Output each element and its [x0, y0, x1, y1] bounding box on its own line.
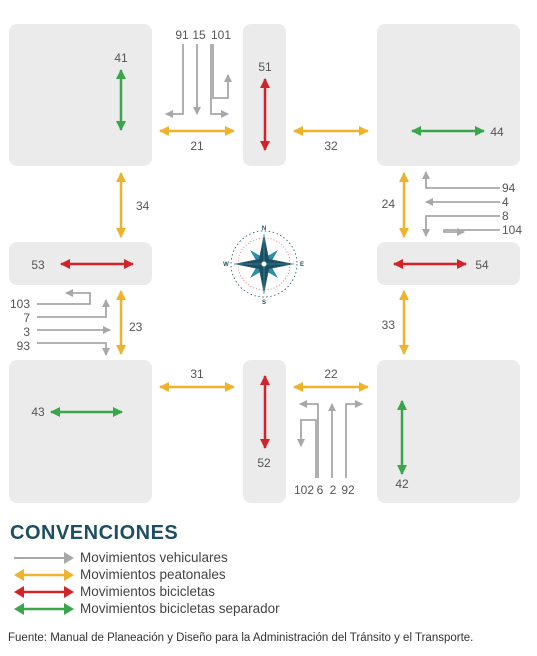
label-102: 102 [294, 483, 314, 497]
label-8: 8 [502, 209, 509, 223]
source-note: Fuente: Manual de Planeación y Diseño pa… [8, 632, 474, 644]
compass-w: W [223, 262, 229, 268]
label-24: 24 [382, 197, 396, 211]
veh-arrow-91 [165, 44, 184, 118]
block-sw [9, 360, 152, 503]
label-15: 15 [192, 28, 206, 42]
vehicular-movements [37, 44, 500, 478]
legend-label: Movimientos peatonales [80, 567, 226, 582]
label-51: 51 [258, 60, 272, 74]
pedestrian-arrow-icon [14, 569, 74, 581]
label-101: 101 [211, 28, 231, 42]
legend-item-pedestrian: Movimientos peatonales [14, 567, 414, 585]
legend-item-bicycle: Movimientos bicicletas [14, 584, 414, 602]
compass-n: N [262, 226, 266, 232]
label-44: 44 [490, 125, 504, 139]
label-2: 2 [330, 483, 337, 497]
legend-title: CONVENCIONES [10, 522, 179, 544]
label-103: 103 [10, 297, 30, 311]
label-104: 104 [502, 223, 522, 237]
label-4: 4 [502, 195, 509, 209]
veh-arrow-7 [37, 299, 110, 318]
label-93: 93 [17, 339, 31, 353]
compass-rose: N S E W [223, 226, 304, 306]
label-6: 6 [317, 483, 324, 497]
label-22: 22 [324, 367, 338, 381]
bicycle-separator-arrow-icon [14, 603, 74, 615]
veh-arrow-6 [299, 400, 319, 478]
label-94: 94 [502, 181, 516, 195]
compass-highlight [234, 234, 294, 294]
pedestrian-movements [116, 126, 409, 392]
veh-arrow-8 [422, 215, 500, 237]
label-43: 43 [31, 405, 45, 419]
label-32: 32 [324, 139, 338, 153]
veh-arrow-101-uturn [212, 44, 232, 99]
block-nw [9, 24, 152, 166]
veh-arrow-102 [297, 419, 317, 478]
veh-arrow-93 [37, 342, 110, 356]
label-7: 7 [23, 311, 30, 325]
label-53: 53 [31, 258, 45, 272]
label-21: 21 [190, 139, 204, 153]
veh-arrow-103 [37, 289, 91, 305]
legend-item-bicycle-separator: Movimientos bicicletas separador [14, 601, 414, 619]
compass-s: S [262, 300, 266, 306]
label-34: 34 [136, 199, 150, 213]
label-33: 33 [382, 318, 396, 332]
label-23: 23 [129, 320, 143, 334]
label-3: 3 [23, 325, 30, 339]
veh-arrow-104 [443, 228, 500, 236]
movement-labels: 41 44 43 42 51 52 53 54 21 32 31 22 34 2… [10, 28, 522, 497]
label-42: 42 [395, 477, 409, 491]
compass-ring [230, 230, 298, 298]
label-41: 41 [114, 51, 128, 65]
legend-label: Movimientos vehiculares [80, 550, 228, 565]
bike-movements [60, 78, 467, 449]
block-ne [377, 24, 520, 166]
block-se [377, 360, 520, 503]
compass-center [261, 261, 267, 267]
bike-separator-movements [50, 69, 485, 475]
veh-arrow-94 [422, 171, 500, 189]
label-91: 91 [175, 28, 189, 42]
legend-item-vehicular: Movimientos vehiculares [14, 550, 414, 568]
legend-label: Movimientos bicicletas [80, 584, 216, 599]
label-52: 52 [257, 456, 271, 470]
vehicular-arrow-icon [14, 552, 74, 564]
veh-arrow-92 [345, 400, 363, 478]
legend-label: Movimientos bicicletas separador [80, 601, 280, 616]
label-54: 54 [475, 258, 489, 272]
label-31: 31 [190, 367, 204, 381]
compass-e: E [300, 262, 304, 268]
label-92: 92 [341, 483, 355, 497]
bicycle-arrow-icon [14, 586, 74, 598]
veh-arrow-101-right [210, 44, 229, 118]
